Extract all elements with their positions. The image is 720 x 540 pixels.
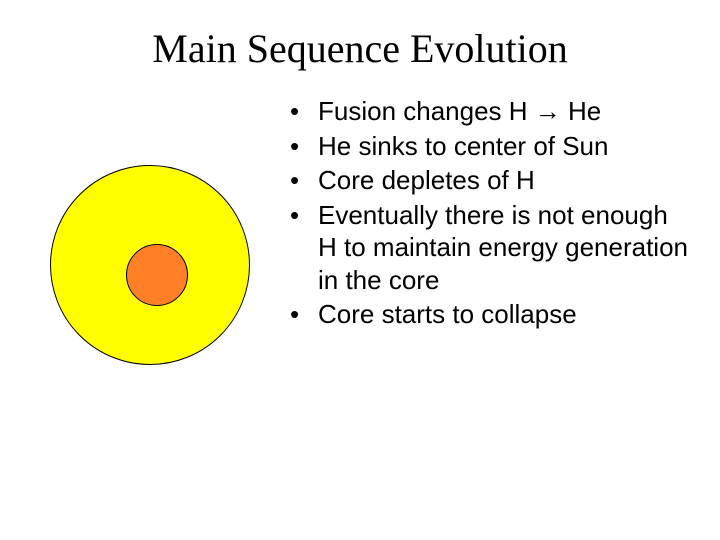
list-item: Fusion changes H → He xyxy=(290,95,690,128)
slide-title: Main Sequence Evolution xyxy=(0,25,720,72)
bullet-list: Fusion changes H → He He sinks to center… xyxy=(290,95,690,333)
list-item: Core depletes of H xyxy=(290,164,690,197)
sun-core-circle xyxy=(126,244,188,306)
list-item: Eventually there is not enough H to main… xyxy=(290,199,690,297)
list-item: Core starts to collapse xyxy=(290,298,690,331)
list-item: He sinks to center of Sun xyxy=(290,130,690,163)
